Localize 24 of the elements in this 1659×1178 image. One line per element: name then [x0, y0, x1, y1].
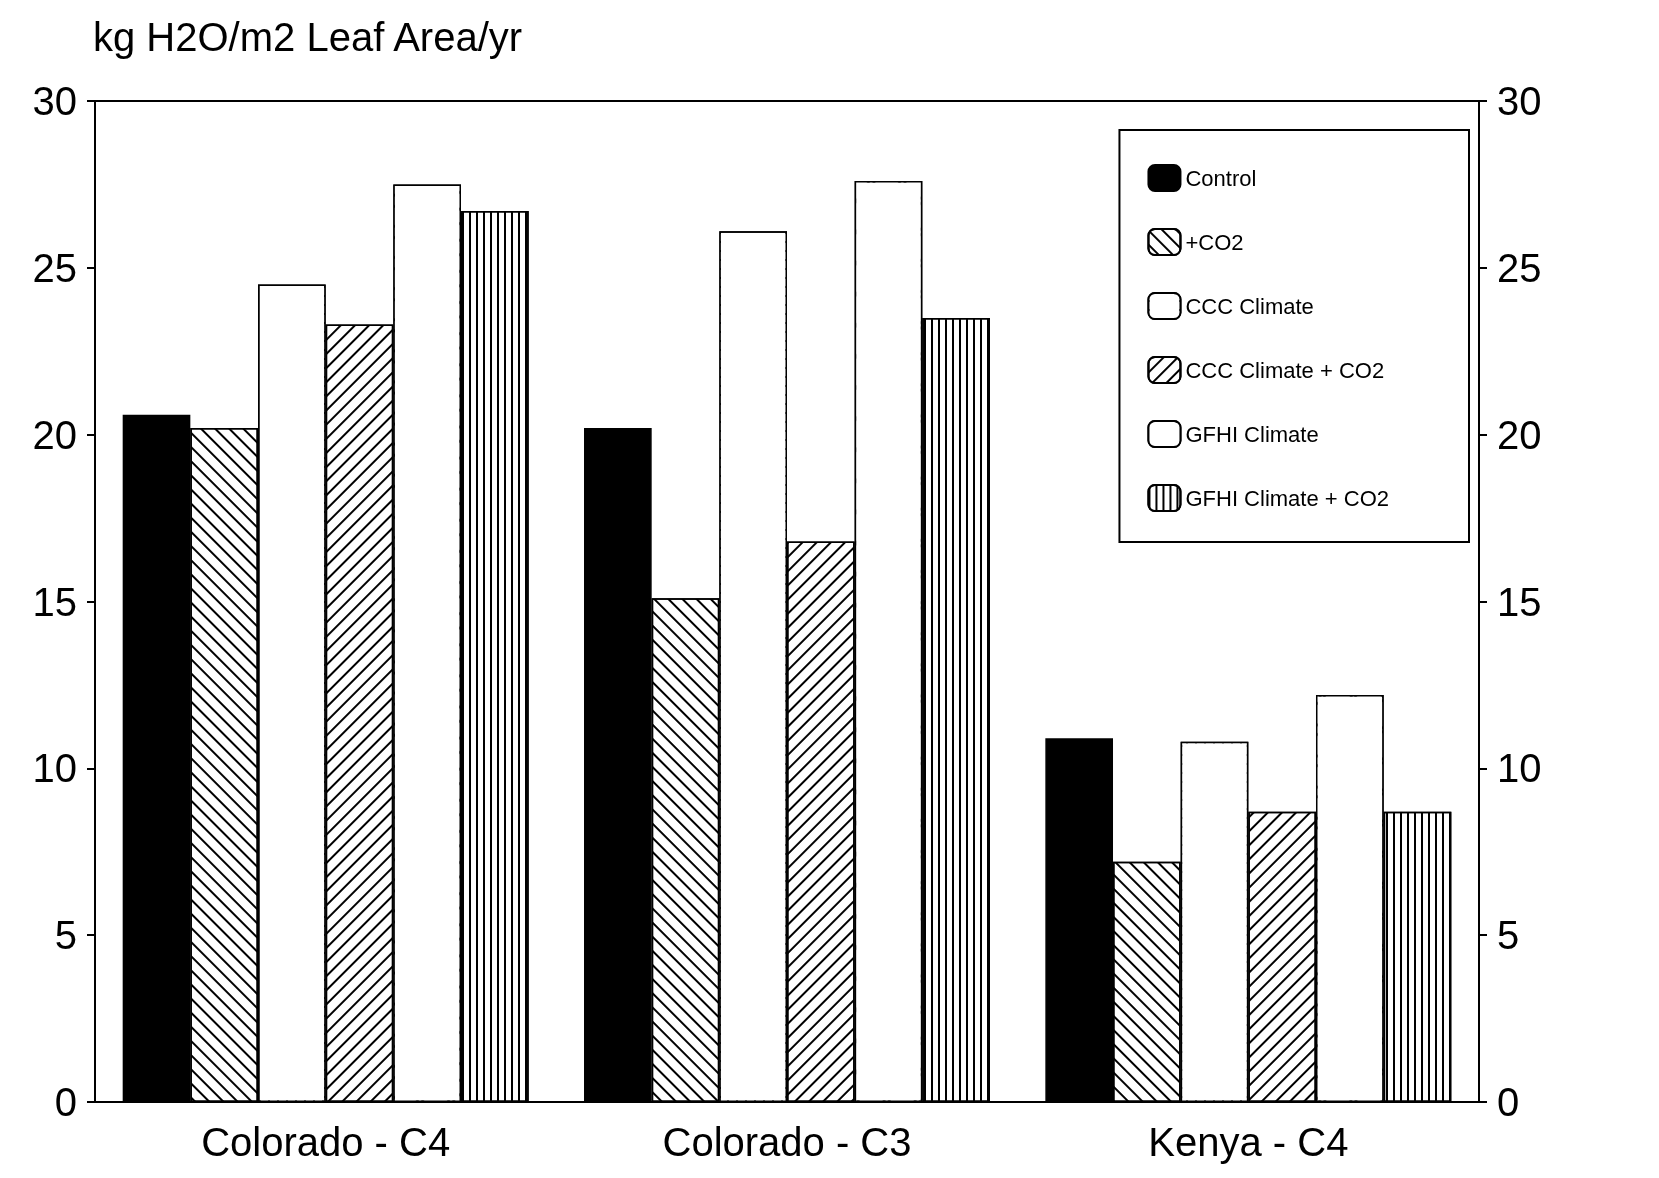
y2-tick-label: 25: [1497, 245, 1542, 290]
y2-tick-label: 0: [1497, 1080, 1520, 1124]
legend-label: Control: [1185, 165, 1257, 191]
y2-tick-label: 5: [1497, 913, 1520, 958]
legend-label: GFHI Climate: [1185, 421, 1319, 447]
chart-title: kg H2O/m2 Leaf Area/yr: [93, 15, 523, 59]
x-tick-label: Colorado - C3: [662, 1120, 912, 1164]
y-tick-label: 0: [54, 1080, 77, 1124]
legend-label: CCC Climate + CO2: [1185, 357, 1385, 383]
y2-tick-label: 10: [1497, 746, 1542, 791]
y-tick-label: 5: [54, 913, 77, 958]
y-tick-label: 25: [32, 245, 77, 290]
x-tick-label: Kenya - C4: [1148, 1120, 1349, 1164]
y2-tick-label: 20: [1497, 412, 1542, 457]
y2-tick-label: 30: [1497, 79, 1542, 123]
x-tick-label: Colorado - C4: [201, 1120, 451, 1164]
y-tick-label: 30: [32, 79, 77, 123]
legend-label: CCC Climate: [1185, 293, 1314, 319]
y2-tick-label: 15: [1497, 579, 1542, 624]
y-tick-label: 15: [32, 579, 77, 624]
y-tick-label: 10: [32, 746, 77, 791]
legend-label: +CO2: [1185, 229, 1244, 255]
y-tick-label: 20: [32, 412, 77, 457]
legend-label: GFHI Climate + CO2: [1185, 485, 1389, 511]
